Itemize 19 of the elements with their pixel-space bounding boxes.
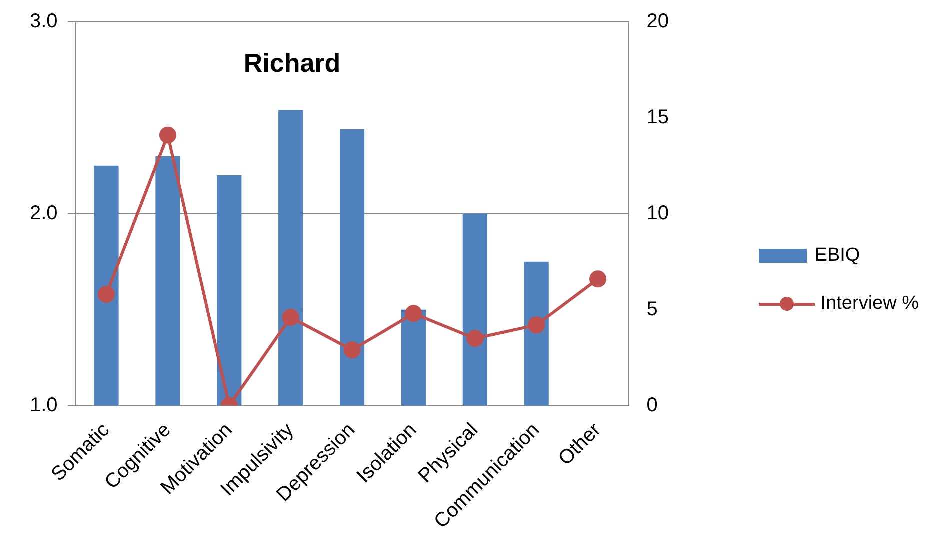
y-tick-label: 3.0 [30,10,58,33]
y-tick-label: 1.0 [30,394,58,416]
y2-tick-label: 0 [646,394,658,416]
y-tick-label: 2.0 [30,202,58,224]
point [590,270,607,288]
legend-label: EBIQ [814,245,860,267]
text: Richard [244,48,341,78]
point [466,330,484,348]
y2-tick-label: 15 [646,106,670,128]
point [282,309,300,326]
point [344,342,361,359]
point [528,316,546,334]
point [405,305,422,322]
legend-label: Interview % [820,293,919,315]
point [98,286,116,303]
y2-tick-label: 20 [646,10,670,33]
point [159,126,176,144]
y2-tick-label: 5 [646,298,658,320]
y2-tick-label: 10 [646,202,670,224]
